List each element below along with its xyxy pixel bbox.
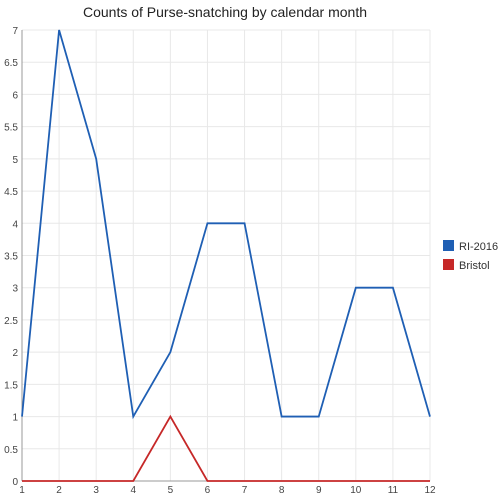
x-tick-label: 7 xyxy=(242,485,248,496)
y-tick-label: 1 xyxy=(12,413,18,424)
series-lines xyxy=(21,29,431,482)
y-tick-label: 2.5 xyxy=(4,316,18,327)
y-tick-label: 0 xyxy=(12,477,18,488)
series-line-bristol xyxy=(22,414,430,482)
y-tick-label: 5 xyxy=(12,155,18,166)
legend-label-bristol: Bristol xyxy=(459,260,490,272)
y-tick-label: 4.5 xyxy=(4,187,18,198)
x-tick-label: 10 xyxy=(350,485,362,496)
y-tick-label: 6.5 xyxy=(4,58,18,69)
y-tick-label: 5.5 xyxy=(4,123,18,134)
x-tick-label: 12 xyxy=(424,485,436,496)
y-tick-label: 3.5 xyxy=(4,252,18,263)
axes: 00.511.522.533.544.555.566.571 2 3 4 5 6 7 8 9 10… xyxy=(4,26,436,496)
y-tick-label: 4 xyxy=(12,219,18,230)
y-tick-label: 6 xyxy=(12,90,18,101)
y-tick-label: 1.5 xyxy=(4,380,18,391)
x-tick-label: 1 xyxy=(19,485,25,496)
y-tick-label: 0.5 xyxy=(4,445,18,456)
x-tick-label: 3 xyxy=(93,485,99,496)
x-tick-label: 9 xyxy=(316,485,322,496)
x-tick-label: 11 xyxy=(388,485,399,496)
x-tick-label: 2 xyxy=(56,485,62,496)
y-tick-label: 2 xyxy=(12,348,18,359)
legend-swatch-ri-2016 xyxy=(443,240,454,251)
y-tick-label: 3 xyxy=(12,284,18,295)
y-tick-label: 7 xyxy=(12,26,18,37)
series-line-ri-2016 xyxy=(21,29,431,420)
legend: RI-2016 Bristol xyxy=(443,240,498,272)
chart-title: Counts of Purse-snatching by calendar mo… xyxy=(83,4,367,20)
x-tick-label: 5 xyxy=(168,485,174,496)
x-tick-label: 8 xyxy=(279,485,285,496)
legend-swatch-bristol xyxy=(443,259,454,270)
legend-label-ri-2016: RI-2016 xyxy=(459,241,498,253)
grid xyxy=(21,29,431,482)
x-tick-label: 6 xyxy=(205,485,211,496)
x-tick-label: 4 xyxy=(130,485,136,496)
